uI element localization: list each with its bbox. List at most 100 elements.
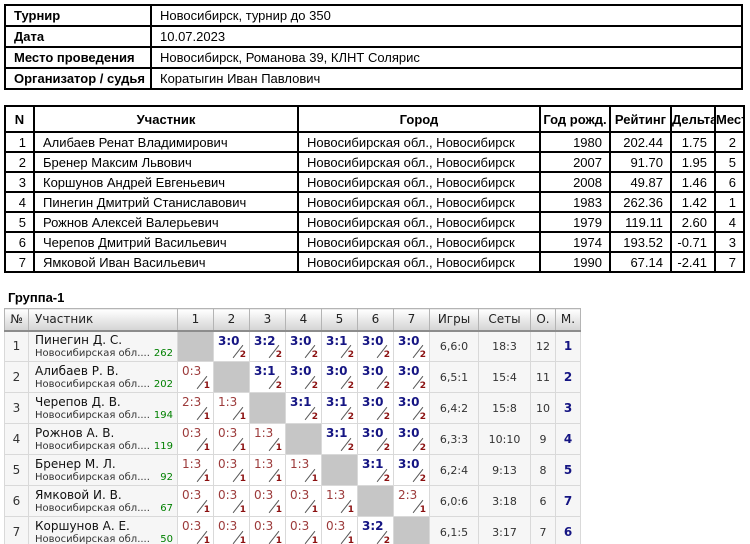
match-cell: 1:3 1 [249,454,286,486]
match-points: 2 [347,350,354,360]
games-cell: 6,0:6 [429,485,479,517]
diagonal-cell [357,485,394,517]
match-cell: 1:3 1 [249,423,286,455]
points-cell: 12 [530,330,556,362]
participant-name: Ямковой Иван Васильевич [33,251,299,273]
games-cell: 6,3:3 [429,423,479,455]
group-participant: Коршунов А. Е. Новосибирская обл.... 50 [28,516,178,544]
match-cell: 0:3 1 [213,516,250,544]
column-header: Дельта [670,105,716,133]
info-label: Турнир [4,4,152,27]
diagonal-cell [249,392,286,424]
match-score: 3:0 [398,333,420,348]
group-column-header: 1 [177,308,214,332]
participant-place: 7 [714,251,745,273]
column-header: N [4,105,35,133]
match-cell: 1:3 1 [285,454,322,486]
group-participant: Черепов Д. В. Новосибирская обл.... 194 [28,392,178,424]
group-title: Группа-1 [8,290,65,305]
games-cell: 6,2:4 [429,454,479,486]
participant-delta: 1.95 [670,151,716,173]
group-row-number: 3 [4,392,29,424]
match-cell: 3:1 2 [321,392,358,424]
participant-birth-year: 1983 [539,191,611,213]
diagonal-cell [321,454,358,486]
info-row: Турнир Новосибирск, турнир до 350 [4,4,743,27]
points-cell: 8 [530,454,556,486]
match-cell: 0:3 1 [177,516,214,544]
match-score: 3:0 [326,364,348,378]
participant-rating: 262.36 [609,191,672,213]
group-results-table: № Участник 1 2 3 4 5 6 7 Игры Сеты О. М. 1 Пинегин Д.… [4,308,581,544]
match-cell: 3:0 2 [357,361,394,393]
match-points: 2 [383,350,390,360]
group-participant-info: Новосибирская обл.... 194 [35,410,173,422]
group-row-number: 5 [4,454,29,486]
match-score: 3:1 [326,426,348,440]
participant-city: Новосибирская обл., Новосибирск [297,231,541,253]
group-participant-info: Новосибирская обл.... 50 [35,534,173,544]
group-participant-name: Рожнов А. В. [35,425,115,440]
match-score: 3:0 [362,364,384,378]
sets-cell: 3:18 [478,485,531,517]
info-value: Новосибирск, турнир до 350 [150,4,743,27]
participant-city: Новосибирская обл., Новосибирск [297,251,541,273]
place-cell: 2 [555,361,581,393]
participant-row: 6 Черепов Дмитрий Васильевич Новосибирская… [4,231,745,253]
info-value: Новосибирск, Романова 39, КЛНТ Солярис [150,46,743,69]
match-score: 3:0 [362,395,384,409]
match-score: 3:2 [362,519,384,533]
match-cell: 0:3 1 [177,423,214,455]
group-participant-name: Черепов Д. В. [35,394,121,409]
match-points: 2 [239,350,246,360]
points-cell: 6 [530,485,556,517]
match-cell: 0:3 1 [249,516,286,544]
match-score: 3:1 [326,333,348,348]
diagonal-cell [285,423,322,455]
participant-delta: -0.71 [670,231,716,253]
match-cell: 3:1 2 [249,361,286,393]
match-cell: 0:3 1 [321,516,358,544]
participant-name: Бренер Максим Львович [33,151,299,173]
match-points: 2 [347,443,354,453]
group-participant-name: Алибаев Р. В. [35,363,119,378]
group-row: 5 Бренер М. Л. Новосибирская обл.... 92 1:3 1… [4,454,581,486]
participant-number: 2 [4,151,35,173]
match-score: 3:0 [218,333,240,348]
match-points: 1 [275,536,282,544]
participant-birth-year: 1979 [539,211,611,233]
match-score: 3:0 [398,426,420,440]
info-label: Дата [4,25,152,48]
match-score: 1:3 [290,457,310,471]
participant-birth-year: 1980 [539,131,611,153]
group-participant: Бренер М. Л. Новосибирская обл.... 92 [28,454,178,486]
group-column-header: 3 [249,308,286,332]
group-row: 7 Коршунов А. Е. Новосибирская обл.... 50 0:… [4,516,581,544]
match-score: 3:1 [290,395,312,409]
games-cell: 6,1:5 [429,516,479,544]
match-cell: 3:0 2 [357,423,394,455]
group-participant-name: Пинегин Д. С. [35,332,123,347]
participant-rating: 202.44 [609,131,672,153]
match-points: 1 [419,505,426,515]
region-label: Новосибирская обл.... [35,409,150,421]
match-score: 3:0 [398,457,420,471]
match-score: 3:1 [326,395,348,409]
participant-place: 2 [714,131,745,153]
sets-cell: 9:13 [478,454,531,486]
match-points: 2 [275,381,282,391]
participant-place: 1 [714,191,745,213]
column-header: Рейтинг [609,105,672,133]
match-points: 2 [383,474,390,484]
rating-value: 194 [153,409,173,421]
rating-value: 262 [153,347,173,359]
group-participant: Рожнов А. В. Новосибирская обл.... 119 [28,423,178,455]
place-cell: 6 [555,516,581,544]
match-cell: 3:0 2 [393,423,430,455]
participant-place: 3 [714,231,745,253]
diagonal-cell [177,330,214,362]
group-column-header: 7 [393,308,430,332]
sets-cell: 10:10 [478,423,531,455]
rating-value: 50 [160,533,173,544]
